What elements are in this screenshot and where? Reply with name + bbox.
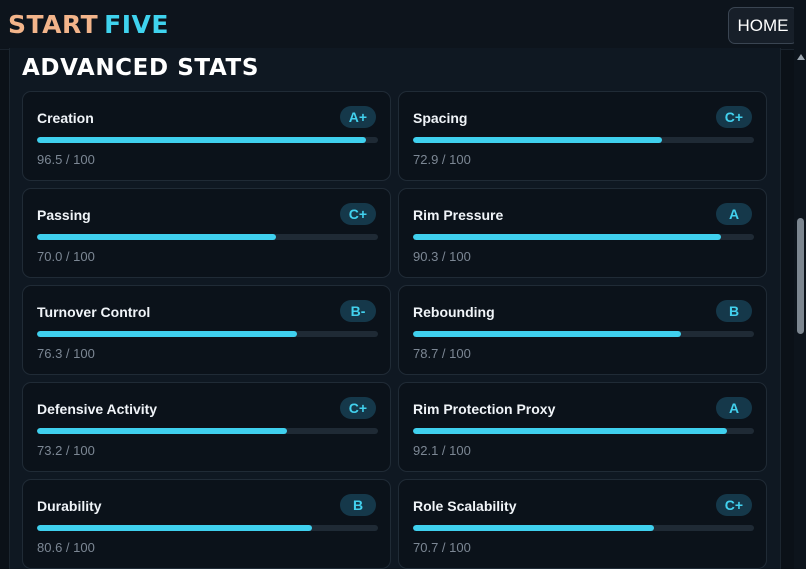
stat-label: Durability — [37, 498, 102, 514]
grade-badge: B — [340, 494, 376, 516]
stat-label: Rim Protection Proxy — [413, 401, 556, 417]
grade-badge: C+ — [715, 106, 752, 128]
stat-value: 70.7 / 100 — [413, 540, 471, 555]
stat-value: 73.2 / 100 — [37, 443, 95, 458]
stat-progress-fill — [37, 234, 276, 240]
stat-card: Defensive Activity C+ 73.2 / 100 — [22, 382, 391, 472]
stat-progress-track — [413, 331, 754, 337]
stat-label: Passing — [37, 207, 91, 223]
grade-badge: A — [716, 203, 752, 225]
stat-value: 90.3 / 100 — [413, 249, 471, 264]
stat-value: 76.3 / 100 — [37, 346, 95, 361]
stats-grid: Creation A+ 96.5 / 100 Spacing C+ 72.9 / 100 P… — [22, 91, 767, 569]
stat-progress-fill — [413, 331, 682, 337]
stat-card: Rim Protection Proxy A 92.1 / 100 — [398, 382, 767, 472]
stat-card: Creation A+ 96.5 / 100 — [22, 91, 391, 181]
page-scrollbar[interactable] — [794, 0, 806, 569]
logo-five-text: FIVE — [104, 10, 169, 39]
stat-progress-fill — [37, 331, 298, 337]
stat-card: Durability B 80.6 / 100 — [22, 479, 391, 569]
stat-progress-track — [37, 234, 378, 240]
stat-label: Creation — [37, 110, 94, 126]
app-logo[interactable]: START FIVE — [8, 10, 169, 39]
stat-value: 96.5 / 100 — [37, 152, 95, 167]
stat-card: Rebounding B 78.7 / 100 — [398, 285, 767, 375]
stat-card: Role Scalability C+ 70.7 / 100 — [398, 479, 767, 569]
stat-progress-fill — [413, 137, 662, 143]
grade-badge: A+ — [339, 106, 376, 128]
stat-value: 78.7 / 100 — [413, 346, 471, 361]
stat-card: Spacing C+ 72.9 / 100 — [398, 91, 767, 181]
section-title: ADVANCED STATS — [22, 55, 260, 81]
grade-badge: B- — [340, 300, 376, 322]
stat-progress-track — [413, 428, 754, 434]
stat-progress-fill — [37, 428, 287, 434]
grade-badge: C+ — [715, 494, 752, 516]
stat-progress-fill — [413, 525, 655, 531]
stat-card: Passing C+ 70.0 / 100 — [22, 188, 391, 278]
stat-value: 72.9 / 100 — [413, 152, 471, 167]
grade-badge: C+ — [339, 203, 376, 225]
stat-label: Rebounding — [413, 304, 495, 320]
grade-badge: C+ — [339, 397, 376, 419]
logo-start-text: START — [8, 10, 99, 39]
stat-card: Rim Pressure A 90.3 / 100 — [398, 188, 767, 278]
stat-progress-track — [37, 137, 378, 143]
stat-value: 80.6 / 100 — [37, 540, 95, 555]
stat-label: Turnover Control — [37, 304, 151, 320]
grade-badge: A — [716, 397, 752, 419]
stat-label: Rim Pressure — [413, 207, 504, 223]
top-nav-bar: START FIVE HOME — [0, 0, 798, 50]
stat-progress-fill — [413, 234, 721, 240]
scroll-thumb[interactable] — [797, 218, 804, 334]
stat-progress-track — [413, 525, 754, 531]
stat-label: Role Scalability — [413, 498, 517, 514]
stat-progress-track — [37, 428, 378, 434]
stat-label: Spacing — [413, 110, 468, 126]
stat-progress-fill — [413, 428, 728, 434]
grade-badge: B — [716, 300, 752, 322]
home-button[interactable]: HOME — [728, 7, 798, 44]
stat-value: 92.1 / 100 — [413, 443, 471, 458]
stat-card: Turnover Control B- 76.3 / 100 — [22, 285, 391, 375]
stat-progress-track — [413, 137, 754, 143]
stat-progress-track — [413, 234, 754, 240]
stat-label: Defensive Activity — [37, 401, 158, 417]
stat-progress-track — [37, 331, 378, 337]
stat-progress-track — [37, 525, 378, 531]
stat-progress-fill — [37, 137, 367, 143]
scroll-up-arrow-icon[interactable] — [797, 54, 805, 60]
stat-value: 70.0 / 100 — [37, 249, 95, 264]
stat-progress-fill — [37, 525, 312, 531]
